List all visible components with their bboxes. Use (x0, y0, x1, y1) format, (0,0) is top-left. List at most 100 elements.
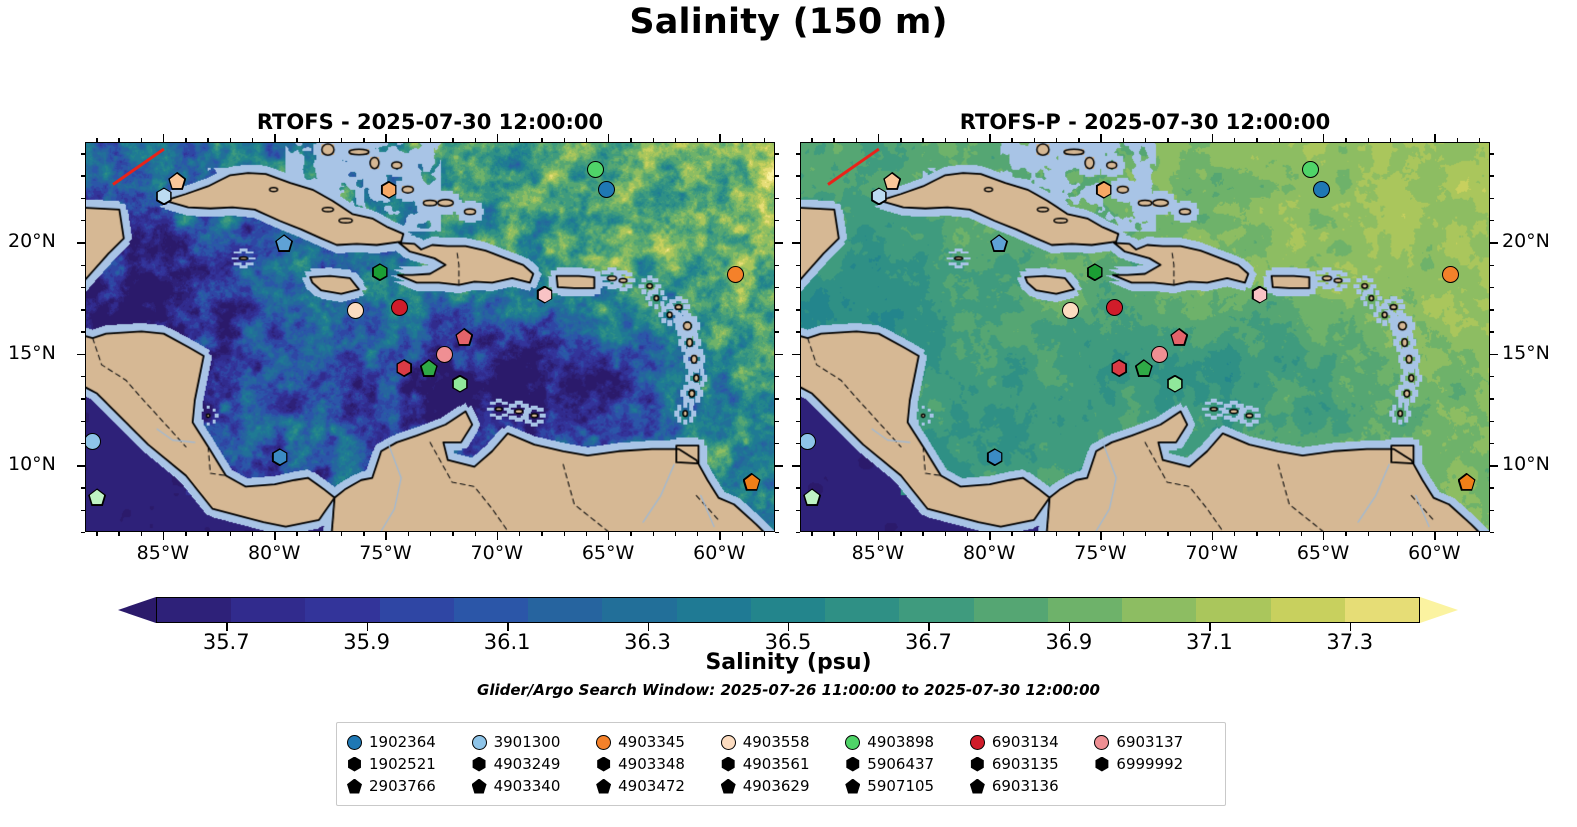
platform-marker-5907105[interactable] (803, 488, 822, 507)
platform-marker-6903137[interactable] (1150, 346, 1168, 364)
axis-tick (989, 134, 991, 142)
axis-tick (989, 532, 991, 540)
axis-tick (775, 532, 779, 534)
legend-item[interactable]: 6903134 (969, 731, 1091, 753)
legend-marker-pentagon-icon (845, 778, 861, 794)
axis-tick (407, 138, 410, 142)
platform-marker-6903136[interactable] (455, 327, 474, 346)
legend-label: 3901300 (493, 733, 561, 751)
platform-marker-4903345[interactable] (727, 265, 745, 283)
legend-item[interactable]: 6999992 (1094, 753, 1215, 775)
axis-tick (697, 532, 699, 536)
colorbar-tick (928, 623, 930, 631)
legend-item[interactable]: 4903472 (596, 775, 717, 797)
axis-tick (775, 353, 783, 356)
platform-marker-4903898[interactable] (1302, 161, 1320, 179)
axis-tick (1367, 138, 1369, 142)
axis-tick (77, 353, 85, 356)
platform-marker-6903134[interactable] (391, 299, 409, 317)
legend-item[interactable]: 6903137 (1094, 731, 1215, 753)
axis-tick (81, 398, 85, 400)
legend-marker-circle-icon (596, 734, 612, 750)
legend-item[interactable]: 4903561 (721, 753, 842, 775)
platform-marker-1902521[interactable] (271, 448, 288, 467)
platform-marker-4903629[interactable] (419, 359, 438, 378)
platform-marker-4903348[interactable] (1095, 180, 1112, 199)
legend-item[interactable]: 4903558 (720, 731, 842, 753)
legend-item[interactable]: 1902364 (347, 731, 468, 753)
platform-marker-4903898[interactable] (587, 161, 605, 179)
legend-item[interactable]: 4903898 (845, 731, 966, 753)
legend-item[interactable]: 4903345 (596, 731, 717, 753)
legend-item[interactable]: 4903348 (596, 753, 717, 775)
map-panel-rtofs-p[interactable] (800, 142, 1490, 532)
platform-marker-6999992[interactable] (1251, 285, 1268, 304)
axis-tick (452, 532, 454, 536)
platform-marker-4903249[interactable] (156, 187, 172, 206)
colorbar-segment (453, 598, 529, 622)
axis-tick (1434, 134, 1436, 142)
platform-marker-2903766[interactable] (990, 234, 1009, 253)
axis-tick (407, 532, 410, 536)
platform-marker-4903340[interactable] (742, 472, 761, 491)
platform-marker-4903558[interactable] (346, 301, 364, 319)
platform-marker-3901300[interactable] (801, 433, 817, 451)
platform-marker-4903561[interactable] (1087, 263, 1103, 282)
platform-marker-5907105[interactable] (88, 488, 107, 507)
platform-marker-4903345[interactable] (1442, 265, 1460, 283)
colorbar[interactable] (118, 597, 1458, 623)
axis-tick (207, 138, 209, 142)
platform-marker-4903629[interactable] (1134, 359, 1153, 378)
platform-marker-4903340[interactable] (1457, 472, 1476, 491)
map-panel-rtofs[interactable] (85, 142, 775, 532)
platform-marker-6903137[interactable] (435, 346, 453, 364)
legend-item[interactable]: 4903249 (472, 753, 593, 775)
platform-marker-4903472[interactable] (883, 171, 902, 190)
legend-marker-hexagon-icon (597, 756, 611, 772)
platform-marker-4903561[interactable] (372, 263, 388, 282)
platform-marker-4903348[interactable] (380, 180, 397, 199)
axis-tick (318, 532, 321, 536)
platform-marker-6999992[interactable] (536, 285, 553, 304)
axis-tick (162, 134, 165, 142)
axis-tick (674, 532, 677, 536)
legend-item[interactable]: 3901300 (471, 731, 593, 753)
platform-marker-5906437[interactable] (1167, 374, 1183, 393)
axis-tick (207, 532, 209, 536)
legend-marker-hexagon-icon (348, 756, 361, 772)
platform-marker-3901300[interactable] (86, 433, 102, 451)
platform-marker-4903472[interactable] (168, 171, 187, 190)
axis-tick (775, 487, 779, 489)
legend-item[interactable]: 4903629 (720, 775, 842, 797)
platform-marker-1902364[interactable] (598, 181, 616, 199)
legend-item[interactable]: 5906437 (845, 753, 966, 775)
platform-marker-1902364[interactable] (1313, 181, 1331, 199)
axis-tick (81, 420, 85, 422)
platform-marker-1902521[interactable] (986, 448, 1003, 467)
platform-marker-4903558[interactable] (1061, 301, 1079, 319)
legend-item[interactable]: 1902521 (347, 753, 468, 775)
axis-tick (340, 138, 343, 142)
platform-marker-6903135[interactable] (1111, 359, 1128, 378)
y-axis-tick-label-right: 10°N (1502, 453, 1550, 476)
y-axis-tick-label-right: 15°N (1502, 341, 1550, 364)
legend-marker-hexagon-icon (1095, 756, 1109, 772)
legend-item[interactable]: 5907105 (845, 775, 966, 797)
platform-legend[interactable]: 1902364 1902521 2903766 3901300 4903249 49033… (336, 722, 1226, 806)
axis-tick (608, 532, 610, 540)
platform-marker-2903766[interactable] (275, 234, 294, 253)
legend-item[interactable]: 6903136 (969, 775, 1091, 797)
platform-marker-4903249[interactable] (871, 187, 887, 206)
platform-marker-6903136[interactable] (1170, 327, 1189, 346)
colorbar-tick (788, 623, 790, 631)
platform-marker-5906437[interactable] (452, 374, 468, 393)
legend-item[interactable]: 6903135 (970, 753, 1091, 775)
axis-tick (1490, 153, 1494, 155)
axis-tick (775, 465, 783, 467)
platform-marker-6903134[interactable] (1106, 299, 1124, 317)
legend-item[interactable]: 2903766 (347, 775, 468, 797)
axis-tick (81, 153, 85, 155)
legend-item[interactable]: 4903340 (471, 775, 593, 797)
platform-marker-6903135[interactable] (396, 359, 413, 378)
legend-marker-hexagon-icon (472, 756, 486, 772)
